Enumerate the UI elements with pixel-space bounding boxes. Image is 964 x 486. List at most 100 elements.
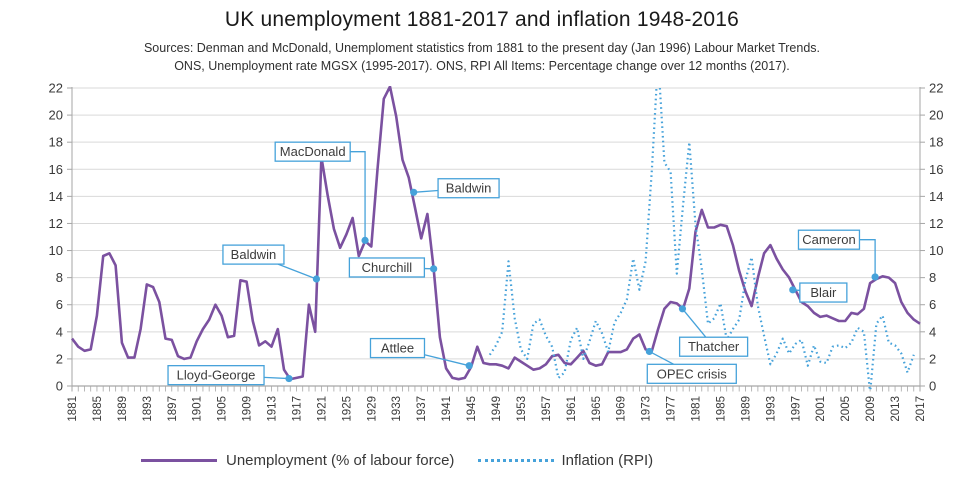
- svg-text:1921: 1921: [316, 396, 328, 422]
- svg-text:1917: 1917: [291, 396, 303, 422]
- svg-text:1929: 1929: [366, 396, 378, 422]
- svg-text:1985: 1985: [715, 396, 727, 422]
- annotation-box: [369, 337, 426, 359]
- annotation-box: [678, 336, 749, 357]
- annotation-label: Attlee: [381, 341, 414, 356]
- svg-text:1977: 1977: [666, 396, 678, 422]
- svg-text:1973: 1973: [641, 396, 653, 422]
- annotation-box: [167, 365, 265, 386]
- annotation-marker-dot: [285, 374, 293, 383]
- annotation-box: [274, 141, 351, 162]
- svg-text:1969: 1969: [616, 396, 628, 422]
- annotation-marker-dot: [678, 305, 687, 313]
- annotation-baldwin: Baldwin: [222, 244, 321, 283]
- annotation-marker-dot: [789, 286, 797, 294]
- svg-text:1989: 1989: [740, 396, 752, 422]
- svg-text:1937: 1937: [416, 396, 428, 422]
- svg-text:20: 20: [49, 108, 63, 123]
- annotation-label: Lloyd-George: [177, 368, 256, 383]
- legend-unemployment-sample: [141, 458, 217, 462]
- annotation-churchill: Churchill: [348, 257, 438, 278]
- svg-text:2: 2: [929, 351, 936, 366]
- annotation-label: Blair: [810, 285, 837, 300]
- svg-text:6: 6: [929, 297, 936, 312]
- annotation-cameron: Cameron: [797, 229, 879, 281]
- svg-text:20: 20: [929, 108, 943, 123]
- annotation-opec-crisis: OPEC crisis: [645, 347, 737, 384]
- annotation-box: [437, 178, 500, 199]
- svg-text:2: 2: [56, 351, 63, 366]
- svg-text:16: 16: [49, 162, 63, 177]
- annotation-marker-dot: [430, 265, 438, 273]
- svg-text:14: 14: [929, 189, 943, 204]
- annotation-box: [222, 244, 285, 265]
- svg-text:1965: 1965: [591, 396, 603, 422]
- svg-text:16: 16: [929, 162, 943, 177]
- annotation-box: [797, 229, 861, 250]
- annotation-macdonald: MacDonald: [274, 141, 369, 244]
- annotation-marker-dot: [410, 188, 418, 196]
- annotation-marker-dot: [645, 347, 653, 356]
- svg-text:1913: 1913: [267, 396, 279, 422]
- svg-text:1885: 1885: [92, 396, 104, 422]
- svg-text:1961: 1961: [566, 396, 578, 422]
- gridlines: [72, 87, 920, 360]
- svg-text:1945: 1945: [466, 396, 478, 422]
- svg-text:12: 12: [49, 216, 63, 231]
- svg-text:8: 8: [929, 270, 936, 285]
- svg-text:22: 22: [49, 81, 63, 96]
- legend-inflation-label: Inflation (RPI): [561, 451, 654, 469]
- svg-text:2005: 2005: [840, 396, 852, 422]
- svg-text:18: 18: [49, 135, 63, 150]
- svg-text:4: 4: [929, 324, 936, 339]
- svg-text:4: 4: [56, 324, 63, 339]
- svg-text:22: 22: [929, 81, 943, 96]
- annotation-baldwin: Baldwin: [410, 178, 500, 199]
- svg-text:1941: 1941: [441, 396, 453, 422]
- svg-text:1881: 1881: [67, 396, 79, 422]
- svg-text:1897: 1897: [167, 396, 179, 422]
- annotation-box: [348, 257, 426, 278]
- svg-text:6: 6: [56, 297, 63, 312]
- annotation-box: [646, 363, 737, 384]
- annotation-marker-dot: [312, 275, 321, 283]
- sources-line-2: ONS, Unemployment rate MGSX (1995-2017).…: [174, 59, 790, 73]
- annotation-box: [799, 282, 848, 303]
- svg-text:1933: 1933: [391, 396, 403, 422]
- legend: Unemployment (% of labour force) Inflati…: [141, 450, 653, 470]
- svg-text:14: 14: [49, 189, 63, 204]
- annotation-blair: Blair: [789, 282, 848, 303]
- inflation-series-line: [488, 86, 915, 392]
- svg-text:1981: 1981: [691, 396, 703, 422]
- annotation-attlee: Attlee: [369, 337, 473, 370]
- x-axis: 1881 1885 1889 1893 1897 1901 1905 1909 1913 1917…: [67, 386, 927, 422]
- annotation-marker-dot: [361, 236, 369, 244]
- svg-text:2009: 2009: [865, 396, 877, 422]
- svg-text:10: 10: [49, 243, 63, 258]
- svg-text:1957: 1957: [541, 396, 553, 422]
- annotation-label: Baldwin: [231, 247, 277, 262]
- svg-text:8: 8: [56, 270, 63, 285]
- svg-text:2001: 2001: [815, 396, 827, 422]
- svg-text:1901: 1901: [192, 396, 204, 422]
- annotation-label: Churchill: [362, 260, 413, 275]
- legend-unemployment-label: Unemployment (% of labour force): [226, 451, 455, 469]
- svg-text:10: 10: [929, 243, 943, 258]
- annotation-marker-dot: [871, 273, 879, 281]
- annotation-label: OPEC crisis: [657, 366, 728, 381]
- svg-text:1893: 1893: [142, 396, 154, 422]
- svg-text:0: 0: [56, 379, 63, 394]
- legend-inflation-sample: [478, 458, 555, 462]
- svg-text:1909: 1909: [242, 396, 254, 422]
- svg-text:2013: 2013: [890, 396, 902, 422]
- svg-text:1993: 1993: [765, 396, 777, 422]
- annotation-lloyd-george: Lloyd-George: [167, 365, 293, 386]
- svg-text:1953: 1953: [516, 396, 528, 422]
- annotation-label: Cameron: [802, 232, 855, 247]
- y-axis-right: 0 2 4 6 8 10 12 14 16 18 20 22: [920, 81, 943, 394]
- unemployment-series-line: [71, 86, 921, 381]
- svg-text:0: 0: [929, 379, 936, 394]
- annotation-label: MacDonald: [280, 144, 346, 159]
